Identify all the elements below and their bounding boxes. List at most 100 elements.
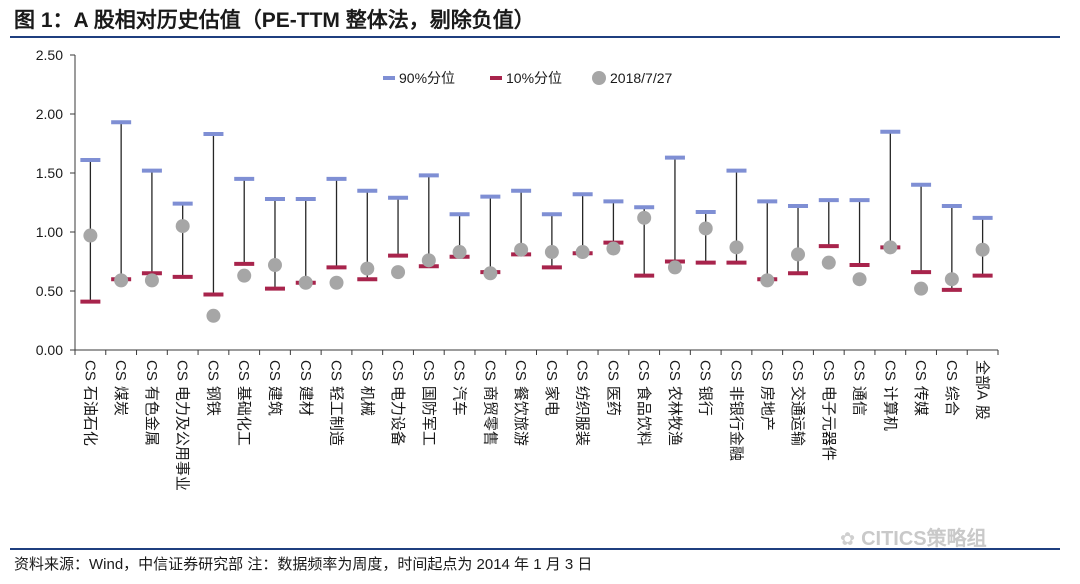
chart-axes: 0.00 0.50 1.00 1.50 2.00 2.50 (36, 47, 999, 358)
category-name: 银行 (697, 386, 714, 416)
category-label-text: CS 国防军工 (420, 360, 437, 446)
source-note: 资料来源：Wind，中信证券研究部 注：数据频率为周度，时间起点为 2014 年… (14, 556, 593, 573)
current-point (883, 240, 898, 255)
category-prefix: CS (112, 360, 129, 381)
category-label: CS 电力设备 (389, 360, 406, 446)
y-tick-label: 1.50 (36, 165, 63, 181)
category-name: 国防军工 (420, 386, 437, 446)
category-label-text: CS 钢铁 (204, 360, 221, 416)
category-label: CS 商贸零售 (481, 360, 498, 446)
category-label: CS 农林牧渔 (666, 360, 683, 446)
category-name: 家电 (543, 386, 560, 416)
category-name: 电力设备 (389, 386, 406, 446)
category-prefix: CS (574, 360, 591, 381)
category-label: CS 非银行金融 (727, 360, 744, 461)
current-point (452, 245, 467, 260)
category-label-text: CS 电子元器件 (820, 360, 837, 461)
category-name: 煤炭 (112, 386, 129, 416)
category-name: 综合 (943, 386, 960, 416)
category-label: CS 纺织服装 (574, 360, 591, 446)
category-name: 房地产 (758, 386, 775, 431)
category-label: CS 计算机 (881, 360, 899, 431)
category-name: 纺织服装 (574, 386, 591, 446)
footer-divider (10, 548, 1060, 550)
category-name: 电子元器件 (820, 386, 837, 461)
category-prefix: 全部A (974, 360, 992, 400)
category-prefix: CS (943, 360, 960, 381)
y-tick-label: 1.00 (36, 224, 63, 240)
category-label-text: CS 石油石化 (81, 360, 98, 446)
category-label: CS 通信 (851, 360, 868, 416)
category-name: 基础化工 (235, 386, 252, 446)
legend-p10-label: 10%分位 (506, 70, 562, 86)
category-label: CS 银行 (697, 360, 714, 416)
category-label: CS 基础化工 (235, 360, 252, 446)
category-label: CS 国防军工 (420, 360, 437, 446)
category-name: 食品饮料 (635, 386, 652, 446)
category-label: CS 电力及公用事业 (174, 360, 191, 491)
category-prefix: CS (512, 360, 529, 381)
category-name: 医药 (604, 386, 621, 416)
title-divider (10, 36, 1060, 38)
chart-marks (80, 120, 993, 323)
legend-current-label: 2018/7/27 (610, 70, 672, 86)
legend-current-swatch (592, 71, 606, 85)
category-name: 机械 (358, 386, 375, 416)
category-prefix: CS (820, 360, 837, 381)
category-labels: CS石油石化CS煤炭CS有色金属CS电力及公用事业CS钢铁CS基础化工CS建筑C… (81, 360, 991, 491)
category-label-text: CS 煤炭 (112, 360, 129, 416)
category-name: 石油石化 (81, 386, 98, 446)
category-label-text: CS 综合 (943, 360, 960, 416)
category-label: CS 汽车 (451, 360, 468, 416)
category-prefix: CS (235, 360, 252, 381)
category-name: 传媒 (912, 386, 929, 416)
category-label-text: CS 轻工制造 (328, 360, 345, 446)
current-point (729, 240, 744, 255)
current-point (391, 265, 406, 280)
category-name: 电力及公用事业 (174, 386, 191, 491)
category-label-text: 全部A 股 (974, 360, 992, 420)
y-tick-label: 0.50 (36, 283, 63, 299)
category-prefix: CS (851, 360, 868, 381)
category-label-text: CS 交通运输 (789, 360, 807, 446)
category-name: 商贸零售 (481, 386, 498, 446)
category-label: CS 煤炭 (112, 360, 129, 416)
category-name: 股 (974, 405, 991, 420)
current-point (637, 210, 652, 225)
category-prefix: CS (666, 360, 683, 381)
current-point (914, 281, 929, 296)
category-label: CS 家电 (543, 360, 560, 416)
category-label: CS 电子元器件 (820, 360, 837, 461)
category-label-text: CS 计算机 (881, 360, 899, 431)
current-point (852, 272, 867, 287)
category-name: 有色金属 (143, 386, 160, 446)
current-point (975, 242, 990, 257)
category-name: 建材 (297, 386, 314, 416)
category-label-text: CS 食品饮料 (635, 360, 652, 446)
category-label-text: CS 农林牧渔 (666, 360, 683, 446)
current-point (206, 308, 221, 323)
category-prefix: CS (266, 360, 283, 381)
category-prefix: CS (451, 360, 468, 381)
current-point (514, 242, 529, 257)
category-prefix: CS (481, 360, 498, 381)
category-name: 汽车 (451, 386, 468, 416)
category-prefix: CS (420, 360, 437, 381)
category-label-text: CS 房地产 (758, 360, 775, 431)
category-prefix: CS (912, 360, 929, 381)
chart-title: 图 1：A 股相对历史估值（PE-TTM 整体法，剔除负值） (14, 9, 535, 32)
category-label: CS 有色金属 (143, 360, 160, 446)
category-label-text: CS 基础化工 (235, 360, 252, 446)
category-prefix: CS (358, 360, 375, 381)
category-prefix: CS (328, 360, 345, 381)
category-label-text: CS 纺织服装 (574, 360, 591, 446)
category-label: CS 综合 (943, 360, 960, 416)
legend-p90-label: 90%分位 (399, 70, 455, 86)
category-prefix: CS (297, 360, 314, 381)
current-point (360, 261, 375, 276)
current-point (821, 255, 836, 270)
category-label: 全部A 股 (974, 360, 992, 420)
current-point (329, 275, 344, 290)
category-name: 建筑 (266, 386, 283, 416)
